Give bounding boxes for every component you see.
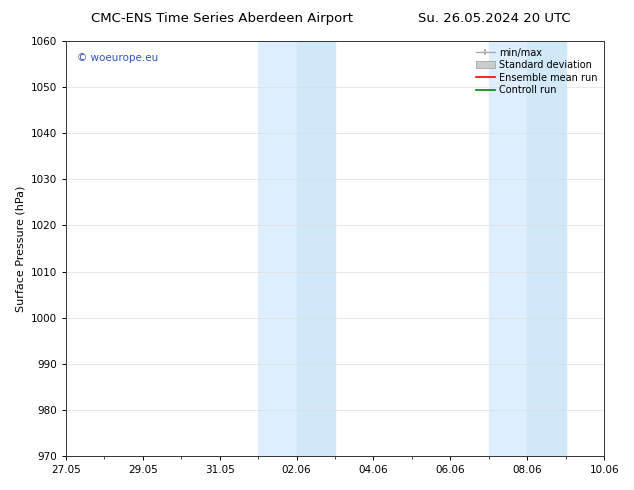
Bar — [258, 41, 297, 456]
Bar — [527, 41, 566, 456]
Bar — [489, 41, 527, 456]
Text: CMC-ENS Time Series Aberdeen Airport: CMC-ENS Time Series Aberdeen Airport — [91, 12, 353, 25]
Text: © woeurope.eu: © woeurope.eu — [77, 53, 158, 64]
Text: Su. 26.05.2024 20 UTC: Su. 26.05.2024 20 UTC — [418, 12, 571, 25]
Bar — [297, 41, 335, 456]
Y-axis label: Surface Pressure (hPa): Surface Pressure (hPa) — [15, 185, 25, 312]
Legend: min/max, Standard deviation, Ensemble mean run, Controll run: min/max, Standard deviation, Ensemble me… — [472, 44, 601, 99]
